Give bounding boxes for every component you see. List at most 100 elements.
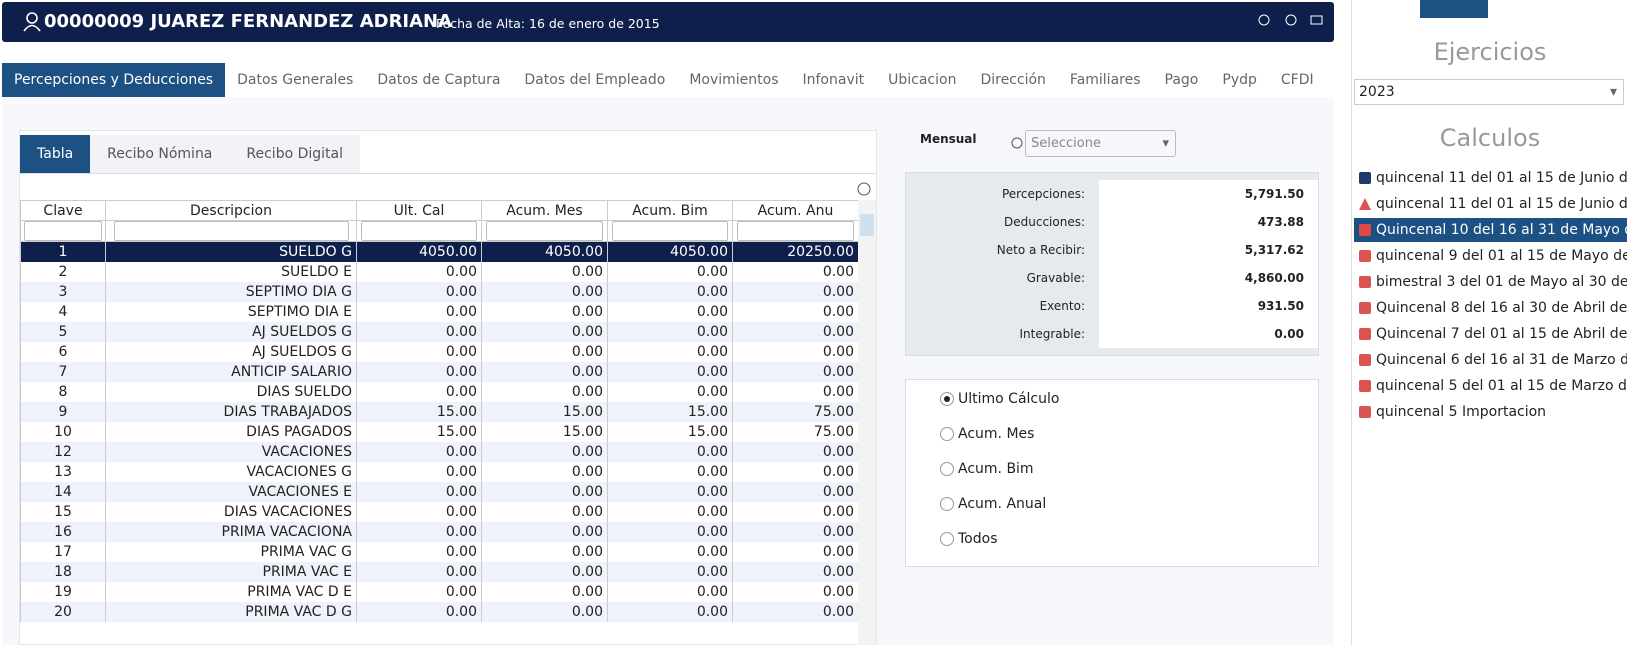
cell: 0.00: [607, 561, 733, 582]
cell: 0.00: [607, 361, 733, 382]
calc-item[interactable]: Quincenal 6 del 16 al 31 de Marzo del: [1354, 348, 1627, 372]
table-row[interactable]: 3 SEPTIMO DIA G 0.00 0.00 0.00 0.00: [20, 281, 859, 302]
subtab[interactable]: Tabla: [20, 135, 91, 173]
sidebar-tabs[interactable]: [1352, 0, 1627, 18]
tab[interactable]: Pago: [1164, 72, 1199, 88]
refresh-button[interactable]: [856, 181, 872, 197]
cell: 18: [20, 561, 106, 582]
tab[interactable]: Familiares: [1069, 72, 1141, 88]
summary-value: 473.88: [1099, 208, 1318, 236]
cell: 15.00: [481, 401, 608, 422]
table-row[interactable]: 15 DIAS VACACIONES 0.00 0.00 0.00 0.00: [20, 501, 859, 522]
cell: 75.00: [732, 401, 859, 422]
radio-option[interactable]: Acum. Bim: [940, 461, 1034, 477]
subtab[interactable]: Recibo Digital: [229, 135, 360, 173]
cell: 0.00: [481, 581, 608, 602]
cell: 0.00: [607, 441, 733, 462]
calc-label: Quincenal 10 del 16 al 31 de Mayo del: [1376, 222, 1627, 238]
header-actions[interactable]: [1257, 13, 1327, 29]
cell: 0.00: [356, 321, 482, 342]
year-select[interactable]: 2023 ▾: [1354, 79, 1624, 105]
cell: 8: [20, 381, 106, 402]
cell: 0.00: [356, 281, 482, 302]
table-row[interactable]: 4 SEPTIMO DIA E 0.00 0.00 0.00 0.00: [20, 301, 859, 322]
tab[interactable]: Movimientos: [689, 72, 779, 88]
tab[interactable]: Datos del Empleado: [524, 72, 666, 88]
radio-option[interactable]: Todos: [940, 531, 997, 547]
filter-input[interactable]: [611, 221, 729, 241]
table-row[interactable]: 5 AJ SUELDOS G 0.00 0.00 0.00 0.00: [20, 321, 859, 342]
employee-title: 00000009 JUAREZ FERNANDEZ ADRIANA: [44, 11, 453, 32]
tab[interactable]: CFDI: [1280, 72, 1314, 88]
scrollbar[interactable]: [858, 200, 876, 645]
table-row[interactable]: 7 ANTICIP SALARIO 0.00 0.00 0.00 0.00: [20, 361, 859, 382]
filter-input[interactable]: [360, 221, 478, 241]
table-row[interactable]: 2 SUELDO E 0.00 0.00 0.00 0.00: [20, 261, 859, 282]
table-row[interactable]: 9 DIAS TRABAJADOS 15.00 15.00 15.00 75.00: [20, 401, 859, 422]
tab[interactable]: Pydp: [1222, 72, 1257, 88]
hire-date: Fecha de Alta: 16 de enero de 2015: [436, 16, 660, 31]
radio-option[interactable]: Acum. Anual: [940, 496, 1046, 512]
cell: 0.00: [356, 301, 482, 322]
header: 00000009 JUAREZ FERNANDEZ ADRIANA Fecha …: [2, 2, 1334, 42]
cell: 20250.00: [732, 241, 859, 262]
tab[interactable]: Percepciones y Deducciones: [2, 63, 226, 97]
filter-input[interactable]: [485, 221, 604, 241]
table-row[interactable]: 8 DIAS SUELDO 0.00 0.00 0.00 0.00: [20, 381, 859, 402]
option-label: Acum. Bim: [958, 461, 1034, 477]
options-box: Ultimo Cálculo Acum. Mes Acum. Bim Acum. An…: [905, 379, 1319, 567]
filter-input[interactable]: [736, 221, 855, 241]
table-row[interactable]: 16 PRIMA VACACIONA 0.00 0.00 0.00 0.00: [20, 521, 859, 542]
tab[interactable]: Ubicacion: [888, 72, 957, 88]
table-row[interactable]: 6 AJ SUELDOS G 0.00 0.00 0.00 0.00: [20, 341, 859, 362]
tab[interactable]: Datos de Captura: [377, 72, 501, 88]
tab[interactable]: Infonavit: [802, 72, 865, 88]
cell: 0.00: [356, 481, 482, 502]
table-row[interactable]: 13 VACACIONES G 0.00 0.00 0.00 0.00: [20, 461, 859, 482]
radio: [940, 427, 954, 441]
subtab[interactable]: Recibo Nómina: [90, 135, 230, 173]
table-row[interactable]: 18 PRIMA VAC E 0.00 0.00 0.00 0.00: [20, 561, 859, 582]
calc-item[interactable]: quincenal 9 del 01 al 15 de Mayo del 2: [1354, 244, 1627, 268]
calc-item[interactable]: quincenal 11 del 01 al 15 de Junio del 2: [1354, 192, 1627, 216]
table-row[interactable]: 14 VACACIONES E 0.00 0.00 0.00 0.00: [20, 481, 859, 502]
period-select[interactable]: Seleccione ▾: [1025, 130, 1176, 157]
table-row[interactable]: 1 SUELDO G 4050.00 4050.00 4050.00 20250.00: [20, 241, 859, 262]
cell: 0.00: [481, 481, 608, 502]
calc-item[interactable]: Quincenal 8 del 16 al 30 de Abril del 2: [1354, 296, 1627, 320]
cell: 2: [20, 261, 106, 282]
radio: [940, 532, 954, 546]
cell: PRIMA VAC E: [105, 561, 357, 582]
tab[interactable]: Datos Generales: [237, 72, 354, 88]
calc-item[interactable]: Quincenal 7 del 01 al 15 de Abril del 20: [1354, 322, 1627, 346]
calc-item[interactable]: quincenal 5 Importacion: [1354, 400, 1627, 424]
table-row[interactable]: 19 PRIMA VAC D E 0.00 0.00 0.00 0.00: [20, 581, 859, 602]
cell: ANTICIP SALARIO: [105, 361, 357, 382]
tab[interactable]: Dirección: [980, 72, 1046, 88]
cell: 4050.00: [481, 241, 608, 262]
summary-label: Neto a Recibir:: [996, 243, 1085, 257]
summary-value: 0.00: [1099, 320, 1318, 348]
calculos-title: Calculos: [1439, 124, 1541, 152]
cell: DIAS VACACIONES: [105, 501, 357, 522]
table-row[interactable]: 12 VACACIONES 0.00 0.00 0.00 0.00: [20, 441, 859, 462]
cell: 12: [20, 441, 106, 462]
cell: SUELDO E: [105, 261, 357, 282]
radio-option[interactable]: Ultimo Cálculo: [940, 391, 1059, 407]
calc-item[interactable]: bimestral 3 del 01 de Mayo al 30 de Ju: [1354, 270, 1627, 294]
cell: 0.00: [732, 321, 859, 342]
table-row[interactable]: 10 DIAS PAGADOS 15.00 15.00 15.00 75.00: [20, 421, 859, 442]
cell: 0.00: [356, 501, 482, 522]
refresh-icon[interactable]: [1010, 136, 1024, 150]
table-row[interactable]: 20 PRIMA VAC D G 0.00 0.00 0.00 0.00: [20, 601, 859, 622]
calc-item[interactable]: Quincenal 10 del 16 al 31 de Mayo del: [1354, 218, 1627, 242]
radio: [940, 462, 954, 476]
filter-input[interactable]: [23, 221, 103, 241]
radio-option[interactable]: Acum. Mes: [940, 426, 1034, 442]
radio: [940, 497, 954, 511]
calc-item[interactable]: quincenal 5 del 01 al 15 de Marzo del 2: [1354, 374, 1627, 398]
cell: PRIMA VAC D E: [105, 581, 357, 602]
table-row[interactable]: 17 PRIMA VAC G 0.00 0.00 0.00 0.00: [20, 541, 859, 562]
filter-input[interactable]: [113, 221, 349, 241]
calc-item[interactable]: quincenal 11 del 01 al 15 de Junio del 2: [1354, 166, 1627, 190]
